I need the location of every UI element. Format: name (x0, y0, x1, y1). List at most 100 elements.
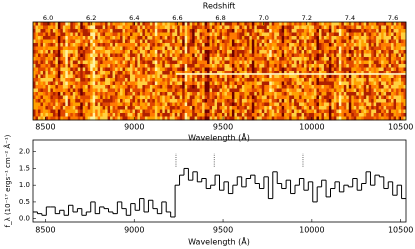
pixel (314, 89, 317, 93)
pixel (307, 78, 310, 82)
pixel (113, 113, 116, 117)
pixel (95, 40, 98, 44)
pixel (247, 33, 250, 37)
pixel (155, 96, 158, 100)
pixel (307, 33, 310, 37)
pixel (394, 36, 397, 40)
pixel (297, 96, 300, 100)
pixel (130, 75, 133, 79)
pixel (185, 47, 188, 51)
pixel (58, 36, 61, 40)
pixel (157, 54, 160, 58)
pixel (321, 26, 324, 30)
pixel (289, 106, 292, 110)
pixel (399, 89, 402, 93)
pixel (83, 61, 86, 65)
pixel (274, 47, 277, 51)
pixel (172, 26, 175, 30)
pixel (105, 92, 108, 96)
pixel (212, 78, 215, 82)
pixel (254, 54, 257, 58)
pixel (200, 47, 203, 51)
pixel (202, 43, 205, 47)
pixel (33, 92, 36, 96)
pixel (339, 96, 342, 100)
pixel (75, 68, 78, 72)
pixel (185, 110, 188, 114)
pixel (33, 99, 36, 103)
pixel (399, 22, 402, 26)
pixel (220, 82, 223, 86)
pixel (381, 78, 384, 82)
pixel (103, 68, 106, 72)
pixel (284, 57, 287, 61)
pixel (35, 99, 38, 103)
pixel (53, 96, 56, 100)
pixel (394, 92, 397, 96)
pixel (160, 22, 163, 26)
pixel (175, 36, 178, 40)
pixel (324, 47, 327, 51)
pixel (63, 110, 66, 114)
pixel (229, 50, 232, 54)
pixel (215, 29, 218, 33)
pixel (302, 57, 305, 61)
pixel (152, 29, 155, 33)
pixel (232, 75, 235, 79)
pixel (180, 43, 183, 47)
pixel (48, 99, 51, 103)
pixel (307, 61, 310, 65)
pixel (175, 92, 178, 96)
pixel (125, 22, 128, 26)
pixel (73, 61, 76, 65)
pixel (43, 96, 46, 100)
pixel (386, 113, 389, 117)
pixel (297, 92, 300, 96)
pixel (237, 47, 240, 51)
pixel (386, 75, 389, 79)
pixel (202, 92, 205, 96)
pixel (58, 22, 61, 26)
pixel (329, 68, 332, 72)
pixel (401, 43, 404, 47)
pixel (294, 68, 297, 72)
pixel (127, 110, 130, 114)
pixel (130, 113, 133, 117)
pixel (207, 33, 210, 37)
pixel (316, 113, 319, 117)
pixel (227, 50, 230, 54)
pixel (210, 33, 213, 37)
pixel (396, 96, 399, 100)
pixel (152, 40, 155, 44)
x-label: Wavelength (Å) (188, 236, 250, 247)
pixel (272, 103, 275, 107)
pixel (73, 33, 76, 37)
pixel (210, 57, 213, 61)
pixel (110, 113, 113, 117)
pixel (237, 54, 240, 58)
pixel (297, 64, 300, 68)
pixel (344, 103, 347, 107)
pixel (389, 22, 392, 26)
pixel (324, 54, 327, 58)
pixel (205, 68, 208, 72)
pixel (269, 103, 272, 107)
pixel (113, 43, 116, 47)
pixel (182, 68, 185, 72)
pixel (394, 103, 397, 107)
pixel (162, 22, 165, 26)
pixel (190, 78, 193, 82)
pixel (55, 50, 58, 54)
pixel (187, 64, 190, 68)
pixel (217, 29, 220, 33)
pixel (326, 68, 329, 72)
pixel (132, 89, 135, 93)
pixel (205, 75, 208, 79)
pixel (200, 85, 203, 89)
pixel (284, 22, 287, 26)
pixel (172, 96, 175, 100)
pixel (351, 40, 354, 44)
pixel (262, 96, 265, 100)
pixel (374, 103, 377, 107)
pixel (364, 82, 367, 86)
